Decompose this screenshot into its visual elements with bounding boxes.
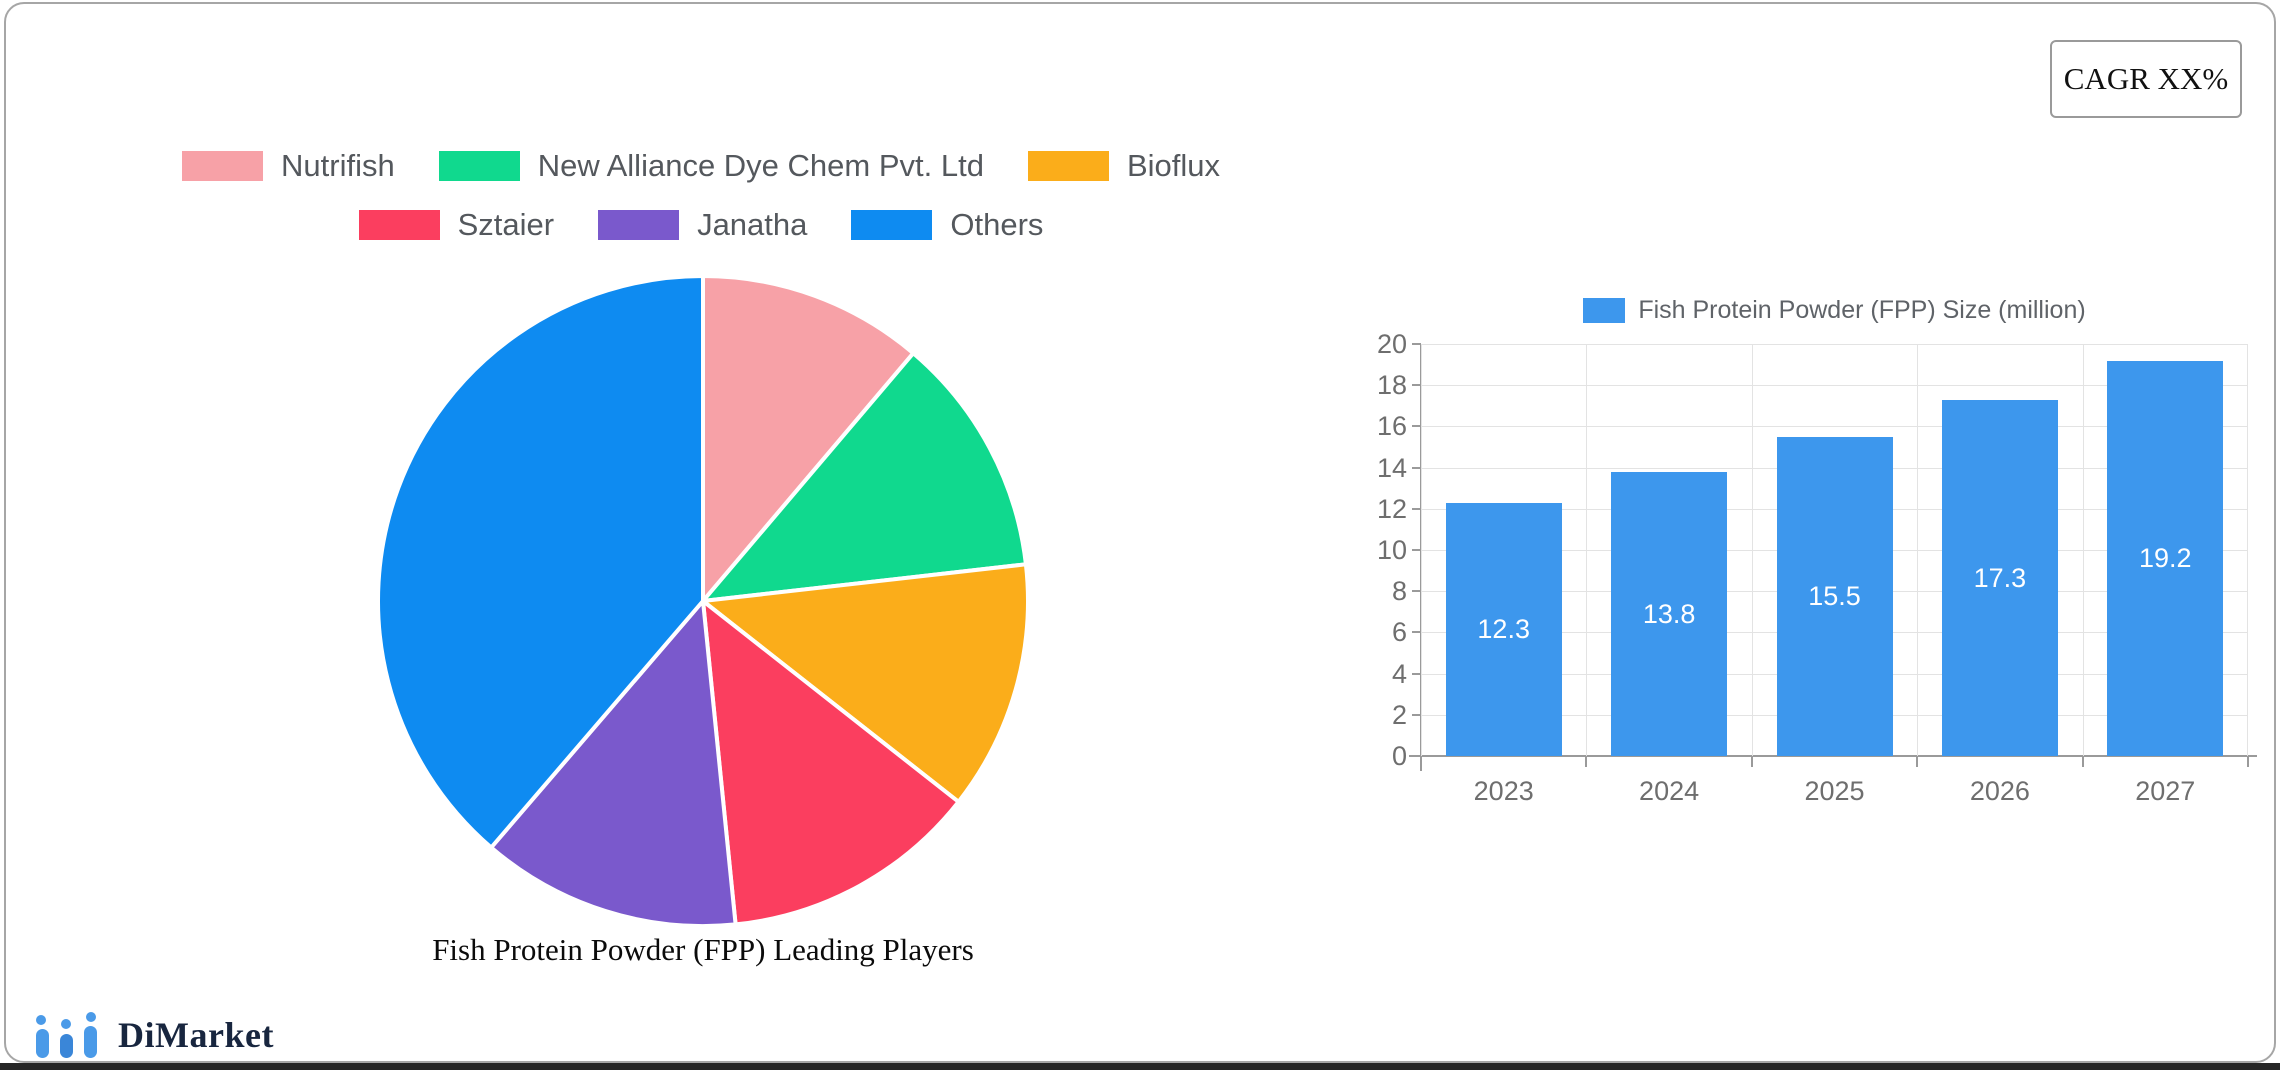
legend-item-others: Others (851, 209, 1043, 240)
bar-value-label: 15.5 (1808, 581, 1861, 612)
pie-slice-nutrifish (701, 274, 916, 603)
mini-bar-chart-icon (36, 1012, 97, 1058)
cagr-label: CAGR XX% (2063, 61, 2229, 96)
x-tick-mark (1750, 757, 1753, 767)
legend-item-bioflux: Bioflux (1027, 148, 1220, 183)
legend-swatch-bioflux (1027, 150, 1109, 181)
y-tick-mark (1412, 713, 1421, 716)
legend-label: Others (950, 207, 1044, 242)
x-axis-line (1409, 755, 2257, 757)
gridline-h (1421, 385, 2248, 387)
pie-chart (376, 274, 1030, 929)
x-tick-mark (1420, 757, 1422, 767)
gridline-h (1421, 426, 2248, 428)
legend-label: Nutrifish (281, 148, 395, 183)
gridline-v (1421, 344, 1422, 756)
legend-swatch-new-alliance-dye-chem-pvt-ltd (438, 150, 520, 181)
pie-slice-sztaier (701, 599, 961, 927)
pie-slice-others (376, 274, 705, 850)
y-tick-label: 18 (1376, 370, 1407, 401)
cagr-badge: CAGR XX% (2050, 40, 2242, 118)
bottom-strip (0, 1063, 2280, 1070)
legend-label: Bioflux (1126, 148, 1220, 183)
legend-label: Sztaier (457, 207, 555, 242)
y-tick-label: 8 (1391, 576, 1407, 607)
bar-value-label: 17.3 (1973, 562, 2027, 593)
pie-legend-row-1: Nutrifish New Alliance Dye Chem Pvt. Ltd B… (182, 150, 1220, 181)
logo-text: DiMarket (118, 1015, 274, 1055)
bar-value-label: 12.3 (1477, 614, 1530, 645)
bar-2027 (2107, 360, 2224, 756)
x-tick-label-2023: 2023 (1473, 776, 1534, 806)
y-tick-mark (1412, 549, 1421, 551)
x-tick-label-2025: 2025 (1804, 776, 1865, 806)
bar-2025 (1776, 436, 1893, 756)
y-tick-mark (1412, 343, 1421, 345)
gridline-v (2247, 344, 2248, 756)
x-tick-label-2026: 2026 (1969, 776, 2030, 806)
legend-label: New Alliance Dye Chem Pvt. Ltd (537, 148, 984, 183)
x-tick-mark (1585, 757, 1588, 767)
legend-item-sztaier: Sztaier (358, 207, 555, 242)
y-tick-label: 20 (1376, 329, 1407, 359)
bar-chart: 12.3 13.8 15.5 17.3 19.2 0 2 4 6 8 10 12 14 16 18 20 20… (1341, 331, 2266, 824)
x-tick-mark (2081, 757, 2084, 767)
x-tick-mark (2247, 757, 2249, 767)
y-tick-label: 6 (1391, 617, 1407, 648)
y-tick-mark (1412, 384, 1421, 387)
gridline-v (1751, 344, 1753, 756)
bar-legend-label: Fish Protein Powder (FPP) Size (million) (1638, 296, 2086, 324)
bar-legend: Fish Protein Powder (FPP) Size (million) (1421, 296, 2248, 325)
chart-card: CAGR XX% Nutrifish New Alliance Dye Chem … (4, 2, 2276, 1063)
y-tick-mark (1412, 590, 1421, 593)
y-tick-label: 12 (1376, 493, 1407, 524)
bar-value-label: 13.8 (1642, 598, 1696, 629)
bar-2026 (1941, 399, 2058, 756)
y-tick-label: 4 (1391, 658, 1407, 689)
y-tick-label: 0 (1391, 741, 1407, 771)
legend-label: Janatha (697, 207, 808, 242)
legend-swatch-others (851, 209, 933, 240)
pie-slice-bioflux (701, 562, 1030, 804)
y-tick-label: 16 (1376, 411, 1407, 442)
pie-slice-new-alliance-dye-chem-pvt-ltd (701, 351, 1028, 603)
bar-2023 (1445, 502, 1562, 756)
y-tick-mark (1412, 507, 1421, 510)
y-tick-mark (1412, 672, 1421, 675)
gridline-h (1421, 344, 2248, 345)
gridline-v (1586, 344, 1588, 756)
y-tick-label: 10 (1376, 535, 1407, 565)
gridline-v (2082, 344, 2084, 756)
legend-item-nutrifish: Nutrifish (182, 150, 395, 181)
pie-legend-row-2: Sztaier Janatha Others (358, 207, 1043, 242)
pie-slice-janatha (489, 599, 738, 929)
bar-value-label: 19.2 (2139, 543, 2192, 574)
y-tick-label: 14 (1376, 452, 1407, 483)
y-tick-mark (1412, 466, 1421, 469)
bar-legend-swatch (1583, 298, 1626, 323)
y-tick-mark (1412, 755, 1421, 757)
y-tick-label: 2 (1391, 699, 1407, 730)
x-tick-label-2027: 2027 (2135, 776, 2196, 806)
legend-swatch-janatha (598, 209, 680, 240)
gridline-v (1917, 344, 1919, 756)
x-tick-mark (1916, 757, 1919, 767)
dimarket-logo: DiMarket (34, 1012, 274, 1058)
legend-item-janatha: Janatha (598, 209, 807, 240)
legend-swatch-sztaier (358, 209, 440, 240)
bar-plot-area: 12.3 13.8 15.5 17.3 19.2 (1421, 344, 2248, 756)
y-tick-mark (1412, 631, 1421, 634)
pie-chart-title: Fish Protein Powder (FPP) Leading Player… (432, 932, 974, 967)
legend-swatch-nutrifish (182, 150, 263, 181)
legend-item-new-alliance-dye-chem-pvt-ltd: New Alliance Dye Chem Pvt. Ltd (438, 148, 984, 183)
x-tick-label-2024: 2024 (1639, 776, 1700, 806)
y-tick-mark (1412, 425, 1421, 428)
pie-legend: Nutrifish New Alliance Dye Chem Pvt. Ltd B… (46, 150, 1356, 240)
bar-2024 (1611, 471, 1728, 756)
